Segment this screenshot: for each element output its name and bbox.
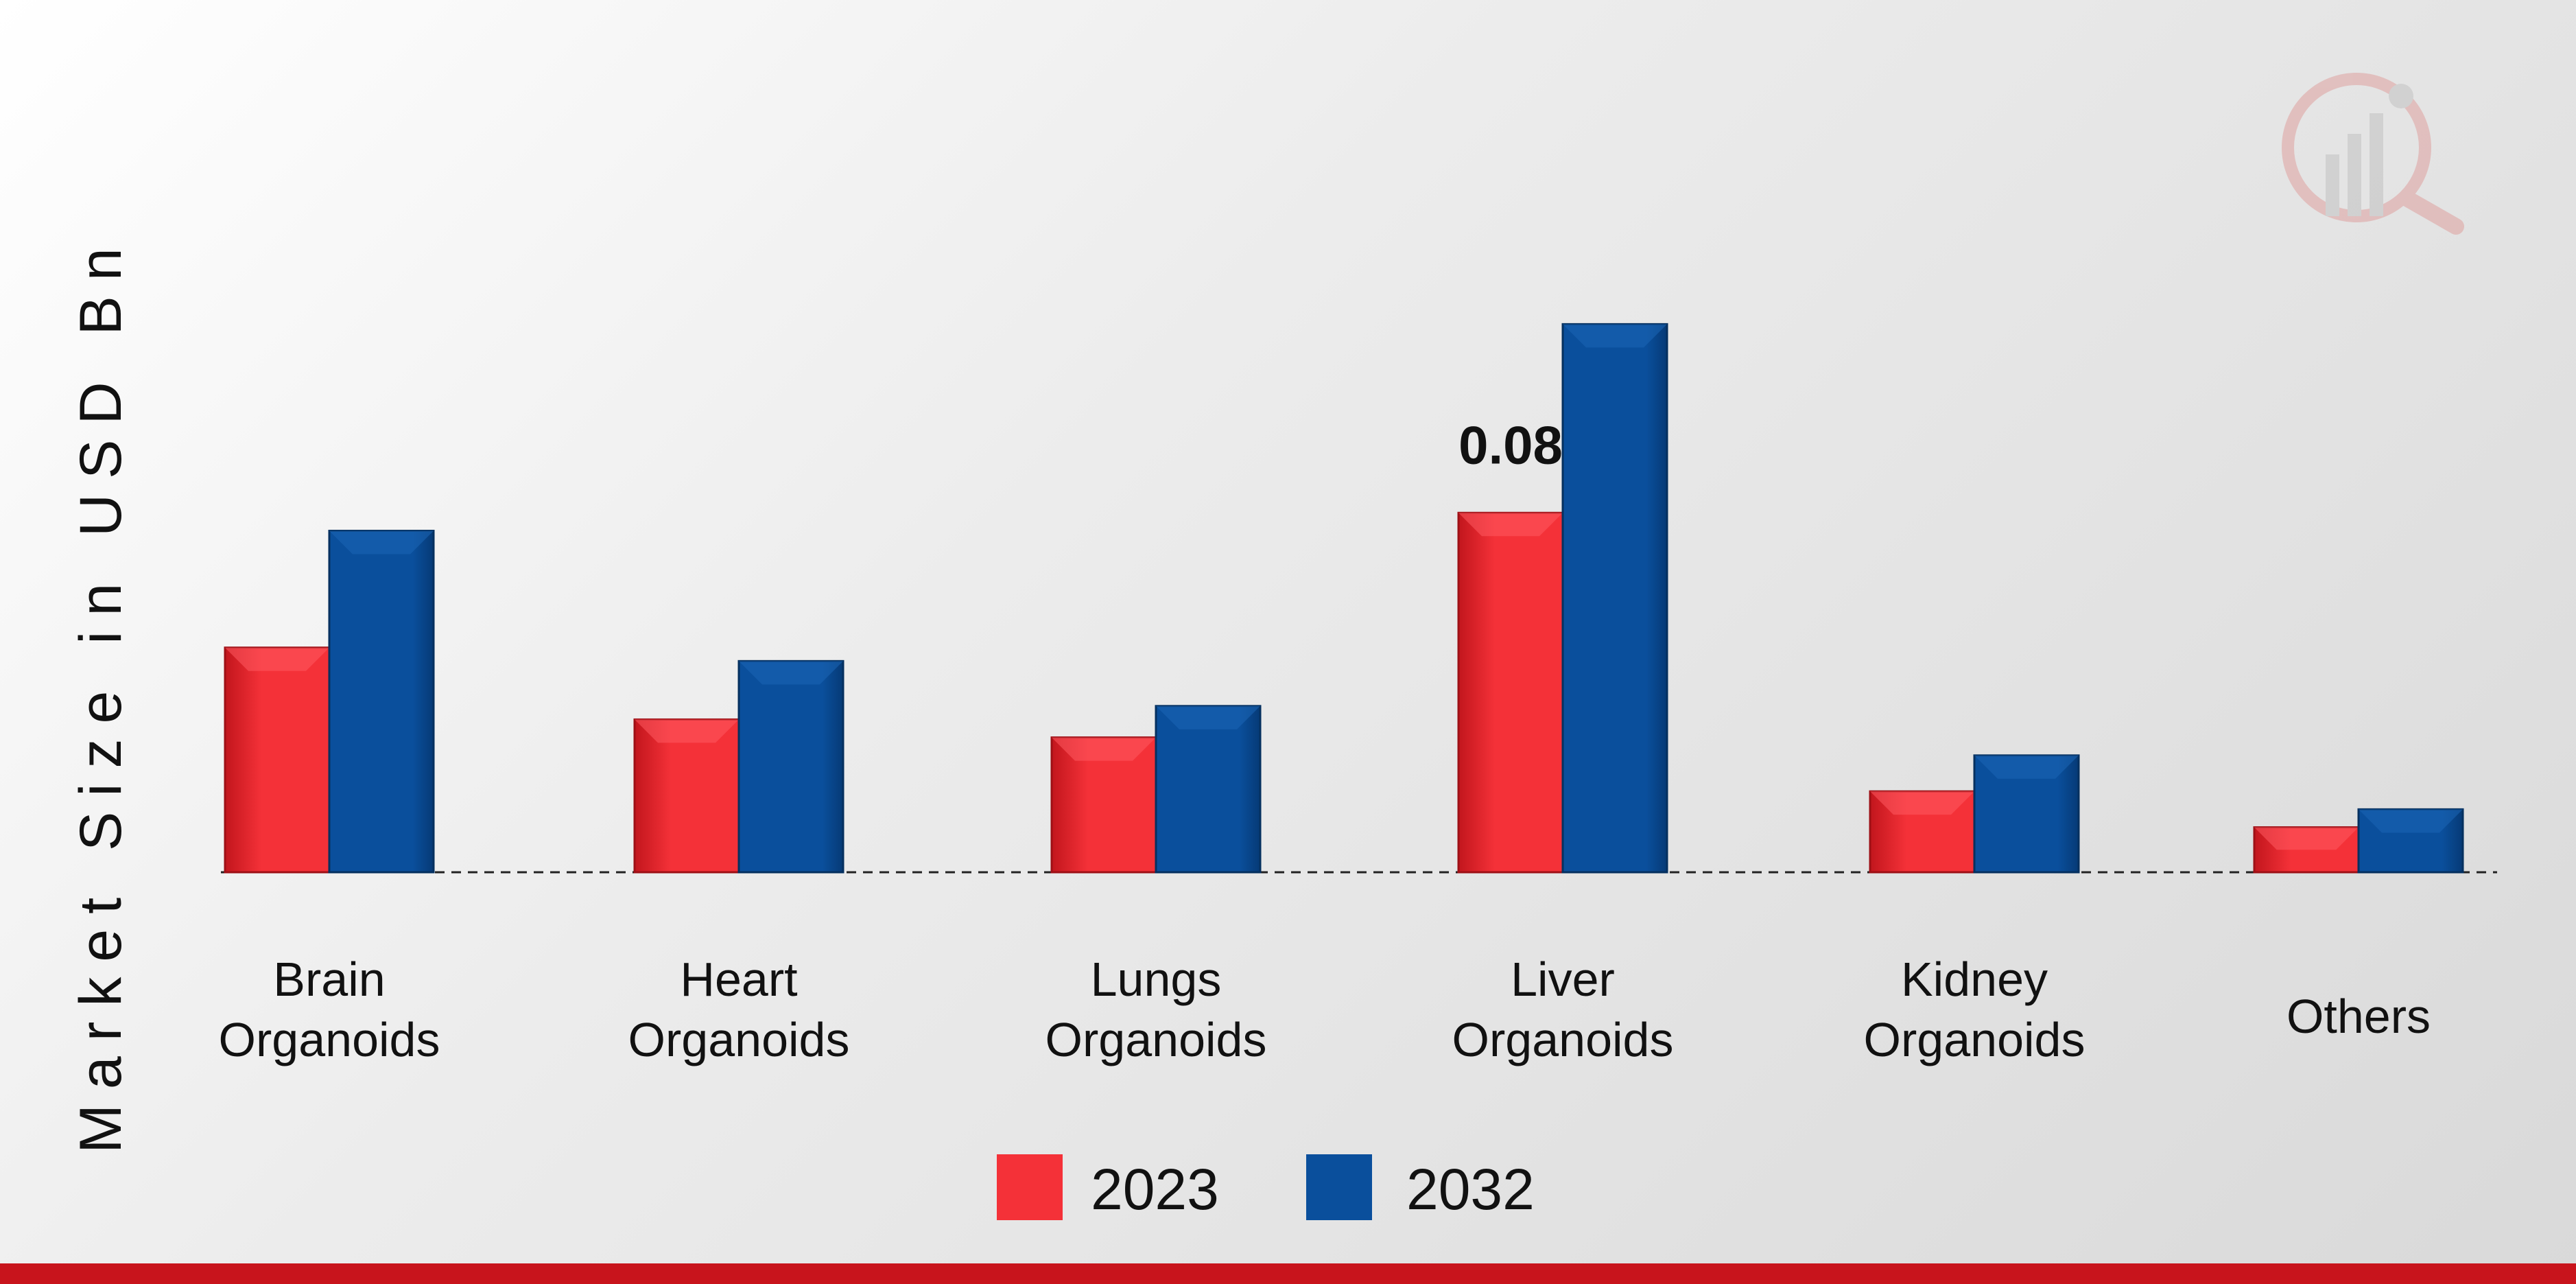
x-tick-label-brain-organoids: Brain Organoids — [219, 953, 440, 1066]
bar-liver-organoids-2032 — [1561, 323, 1668, 874]
bar-liver-organoids-2023 — [1457, 511, 1564, 874]
y-axis-title: Market Size in USD Bn — [68, 233, 134, 1153]
x-tick-label-line: Brain — [273, 953, 385, 1006]
bar-bevel-kidney-organoids-2023 — [1870, 791, 1974, 815]
x-tick-label-line: Organoids — [1864, 1013, 2085, 1066]
bar-bevel-heart-organoids-2023 — [635, 719, 739, 743]
x-tick-label-line: Liver — [1511, 953, 1615, 1006]
x-tick-label-line: Organoids — [219, 1013, 440, 1066]
bar-bevel-liver-organoids-2032 — [1563, 324, 1667, 348]
bar-bevel-lungs-organoids-2023 — [1052, 737, 1156, 761]
bar-bevel-heart-organoids-2032 — [739, 661, 843, 685]
bar-bevel-others-2023 — [2254, 827, 2359, 850]
x-tick-label-others: Others — [2287, 990, 2431, 1043]
watermark-logo-icon — [2282, 73, 2464, 235]
x-tick-label-liver-organoids: Liver Organoids — [1452, 953, 1674, 1066]
x-tick-label-line: Heart — [680, 953, 797, 1006]
bar-bevel-brain-organoids-2023 — [225, 647, 329, 671]
x-tick-label-lungs-organoids: Lungs Organoids — [1045, 953, 1267, 1066]
x-tick-label-line: Organoids — [1045, 1013, 1267, 1066]
bar-bevel-brain-organoids-2032 — [329, 530, 434, 555]
x-tick-label-line: Kidney — [1901, 953, 2048, 1006]
legend-label-2023: 2023 — [1091, 1157, 1219, 1222]
bar-brain-organoids-2023 — [224, 646, 331, 874]
x-tick-label-kidney-organoids: Kidney Organoids — [1864, 953, 2085, 1066]
bar-bevel-liver-organoids-2023 — [1458, 513, 1563, 537]
x-tick-label-heart-organoids: Heart Organoids — [628, 953, 850, 1066]
bar-bevel-lungs-organoids-2032 — [1156, 705, 1260, 729]
bar-bevel-others-2032 — [2359, 809, 2463, 833]
x-tick-label-line: Lungs — [1091, 953, 1222, 1006]
bar-bevel-kidney-organoids-2032 — [1974, 755, 2079, 779]
brand-bar — [0, 1263, 2576, 1284]
x-tick-label-line: Organoids — [628, 1013, 850, 1066]
bar-heart-organoids-2032 — [737, 659, 844, 874]
legend-swatch-2032 — [1306, 1154, 1372, 1220]
legend-label-2032: 2032 — [1406, 1157, 1535, 1222]
legend: 2023 2032 — [997, 1154, 1535, 1222]
legend-swatch-2023 — [997, 1154, 1063, 1220]
bar-heart-organoids-2023 — [633, 718, 740, 874]
x-tick-label-line: Organoids — [1452, 1013, 1674, 1066]
x-tick-label-line: Others — [2287, 990, 2431, 1043]
data-label: 0.08 — [1458, 415, 1563, 475]
bar-brain-organoids-2032 — [328, 529, 435, 874]
bar-lungs-organoids-2032 — [1155, 705, 1262, 874]
